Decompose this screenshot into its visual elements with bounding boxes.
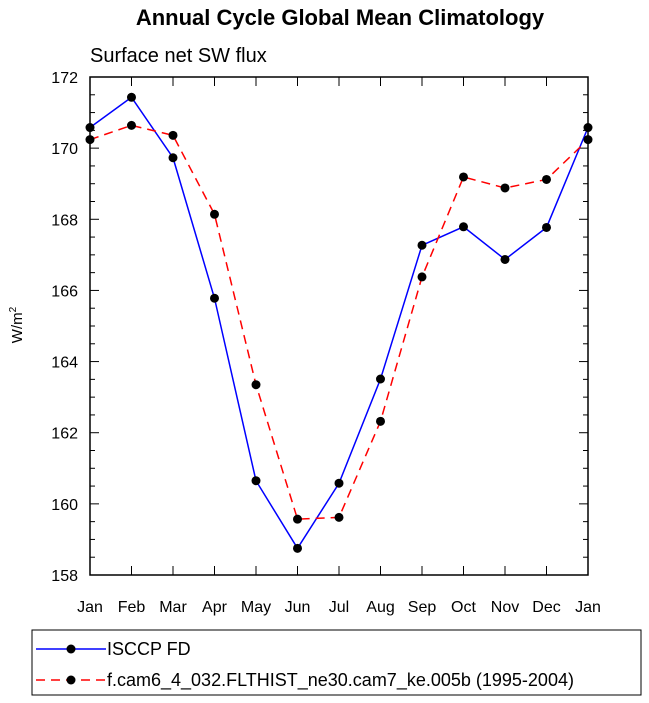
series-2-point	[251, 380, 261, 390]
x-tick-label: Jun	[285, 599, 311, 616]
x-tick-label: Oct	[451, 599, 476, 616]
series-1-point	[376, 374, 385, 384]
series-1-point	[293, 543, 302, 553]
series-layer	[85, 92, 593, 553]
x-tick-label: Apr	[202, 599, 228, 616]
series-2-point	[542, 174, 551, 184]
series-2-point	[459, 172, 468, 182]
legend-box	[31, 629, 642, 696]
series-1-point	[334, 478, 344, 488]
series-1-point	[85, 123, 95, 133]
y-tick-label: 164	[51, 355, 78, 372]
series-2-point	[85, 135, 95, 145]
y-tick-label: 170	[51, 141, 78, 158]
series-1-point	[583, 123, 593, 133]
plot-frame	[89, 76, 589, 576]
y-tick-label: 166	[51, 283, 78, 300]
x-tick-label: Feb	[118, 599, 146, 616]
series-1-point	[127, 92, 136, 102]
series-2-point	[500, 183, 510, 193]
legend: ISCCP FD f.cam6_4_032.FLTHIST_ne30.cam7_k…	[36, 639, 574, 691]
series-line-2	[89, 124, 589, 520]
x-tick-label: Nov	[491, 599, 519, 616]
y-tick-label: 168	[51, 212, 78, 229]
axes: 158 160 162 164 166 168 170 172 Jan Feb Mar Apr May J…	[51, 70, 601, 616]
x-tick-label: Aug	[366, 599, 394, 616]
y-tick-label: 160	[51, 497, 78, 514]
series-1-point	[459, 222, 468, 232]
legend-label-1: ISCCP FD	[107, 639, 191, 659]
y-tick-label: 158	[51, 568, 78, 585]
x-tick-label: Jan	[77, 599, 103, 616]
series-2-point	[334, 512, 344, 522]
legend-label-2: f.cam6_4_032.FLTHIST_ne30.cam7_ke.005b (…	[107, 670, 574, 691]
y-tick-label: 172	[51, 70, 78, 87]
series-2-point	[168, 130, 178, 140]
series-1-point	[251, 476, 261, 486]
series-1-point	[542, 222, 551, 232]
y-tick-label: 162	[51, 426, 78, 443]
series-1-point	[210, 293, 219, 303]
chart-title: Annual Cycle Global Mean Climatology	[136, 5, 545, 30]
series-2-point	[293, 514, 302, 524]
series-2-point	[127, 120, 136, 130]
series-1-point	[417, 240, 427, 250]
y-axis-label: W/m2	[8, 306, 26, 343]
series-2-point	[210, 209, 219, 219]
chart-subtitle: Surface net SW flux	[90, 45, 267, 67]
y-axis-label-superscript: 2	[8, 306, 19, 312]
legend-marker-1	[66, 644, 76, 654]
x-tick-label: Jul	[329, 599, 349, 616]
y-axis-label-text: W/m	[9, 312, 26, 343]
series-2-point	[376, 416, 385, 426]
series-1-point	[500, 254, 510, 264]
series-2-point	[583, 135, 593, 145]
legend-marker-2	[66, 675, 76, 685]
x-tick-label: Dec	[532, 599, 560, 616]
x-tick-label: Mar	[159, 599, 187, 616]
x-tick-label: May	[241, 599, 271, 616]
series-2-point	[417, 272, 427, 282]
x-tick-label: Sep	[408, 599, 437, 616]
x-tick-label: Jan	[575, 599, 601, 616]
series-1-point	[168, 153, 178, 163]
